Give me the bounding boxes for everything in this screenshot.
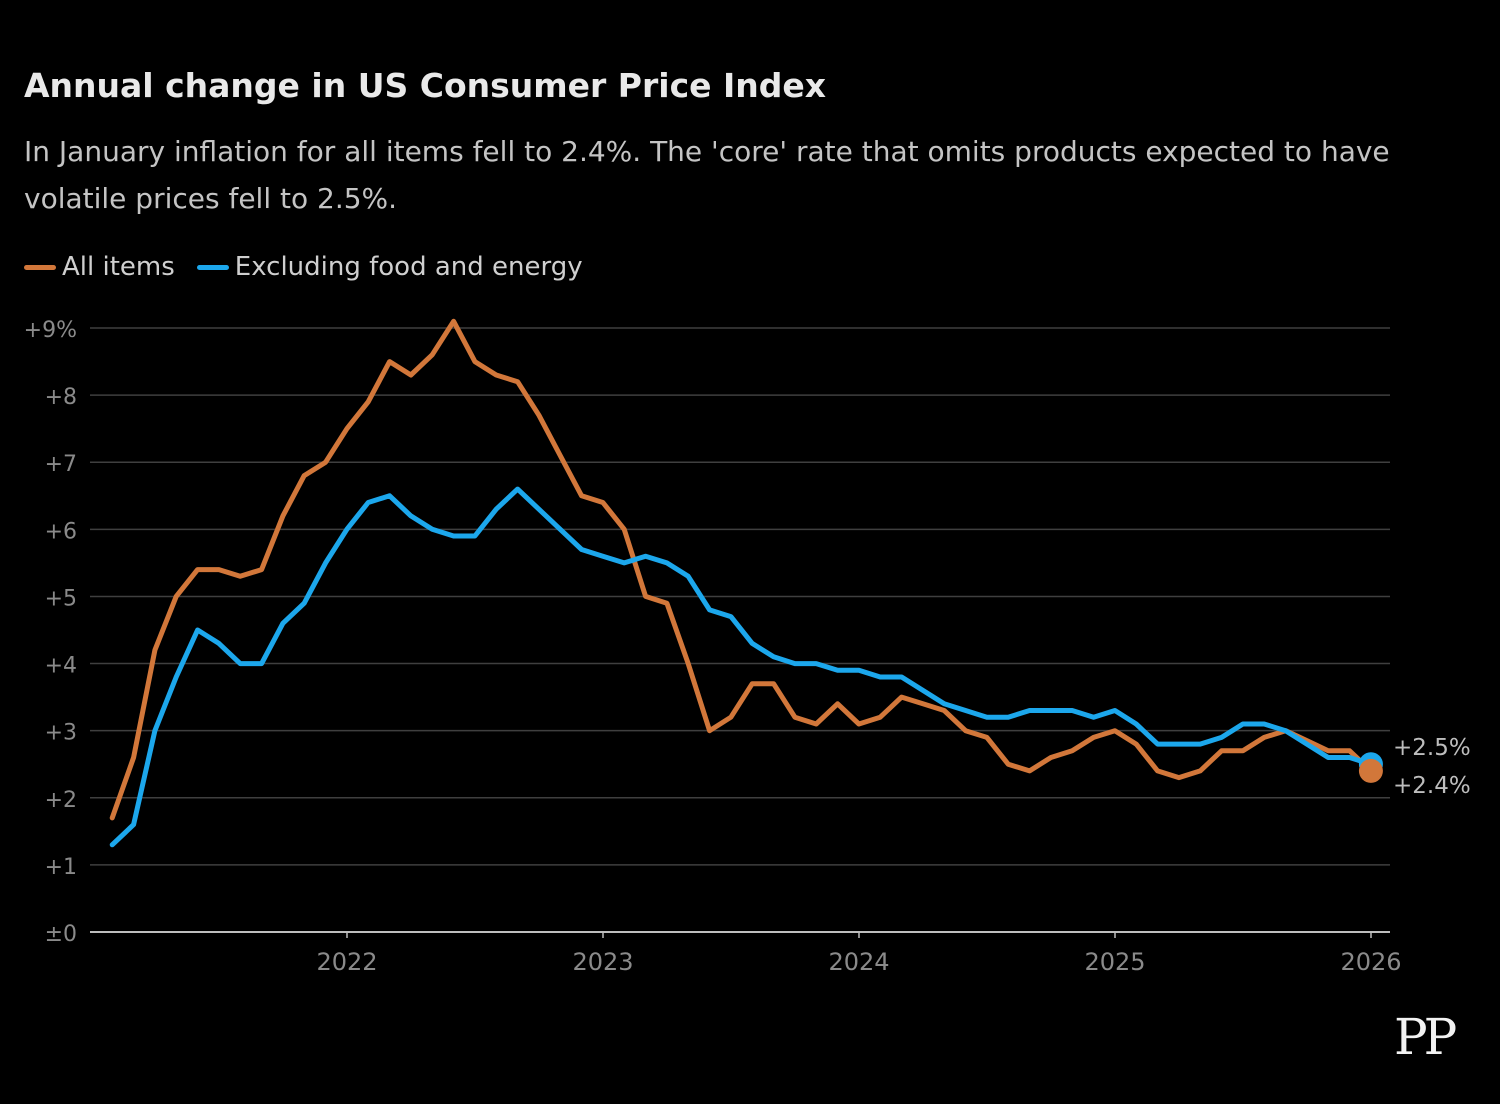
y-tick-label: ±0 bbox=[45, 922, 77, 947]
y-tick-label: +2 bbox=[45, 788, 77, 813]
end-dot-all-items bbox=[1358, 758, 1383, 783]
y-tick-label: +7 bbox=[45, 452, 77, 477]
legend-swatch-all-items bbox=[24, 264, 56, 270]
legend-item-core: Excluding food and energy bbox=[196, 252, 583, 282]
y-tick-label: +9% bbox=[24, 318, 77, 343]
publisher-logo: PP bbox=[1394, 1008, 1457, 1066]
x-tick-label: 2026 bbox=[1340, 948, 1401, 976]
legend-item-all-items: All items bbox=[24, 252, 175, 282]
y-tick-label: +4 bbox=[45, 654, 77, 679]
end-label-all-items: +2.4% bbox=[1393, 773, 1471, 799]
y-tick-label: +8 bbox=[45, 385, 77, 410]
legend-label-core: Excluding food and energy bbox=[234, 252, 583, 282]
chart-title: Annual change in US Consumer Price Index bbox=[24, 66, 827, 105]
y-tick-label: +6 bbox=[45, 519, 77, 544]
y-tick-label: +5 bbox=[45, 586, 77, 611]
x-tick-label: 2023 bbox=[572, 948, 633, 976]
chart-legend: All items Excluding food and energy bbox=[24, 250, 605, 284]
chart-subtitle: In January inflation for all items fell … bbox=[24, 135, 1390, 215]
x-tick-label: 2025 bbox=[1084, 948, 1145, 976]
legend-label-all-items: All items bbox=[62, 252, 175, 282]
end-label-core: +2.5% bbox=[1393, 735, 1471, 761]
series-line-core bbox=[109, 486, 1374, 848]
legend-swatch-core bbox=[196, 264, 229, 270]
series-line-all-items bbox=[109, 318, 1374, 821]
x-tick-label: 2022 bbox=[316, 948, 377, 976]
y-tick-label: +1 bbox=[45, 855, 77, 880]
y-tick-label: +3 bbox=[45, 721, 77, 746]
x-tick-label: 2024 bbox=[828, 948, 889, 976]
